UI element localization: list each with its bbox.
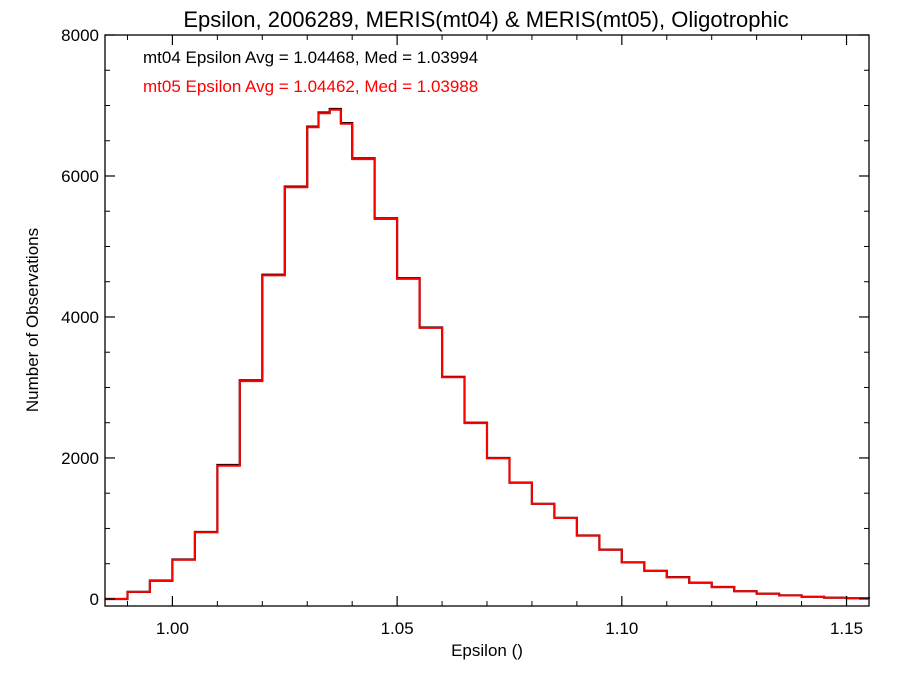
annotation-mt04: mt04 Epsilon Avg = 1.04468, Med = 1.0399…	[143, 48, 478, 67]
y-ticks: 0 2000 4000 6000 8000	[61, 26, 869, 609]
y-tick-label: 0	[90, 590, 99, 609]
y-axis-label: Number of Observations	[23, 228, 42, 412]
y-tick-label: 8000	[61, 26, 99, 45]
chart-title: Epsilon, 2006289, MERIS(mt04) & MERIS(mt…	[183, 7, 788, 32]
series-line-1	[105, 108, 870, 600]
y-tick-label: 4000	[61, 308, 99, 327]
y-tick-label: 6000	[61, 167, 99, 186]
x-axis-label: Epsilon ()	[451, 641, 523, 660]
x-ticks: 1.00 1.05 1.10 1.15	[126, 35, 863, 638]
y-tick-label: 2000	[61, 449, 99, 468]
series-layer	[105, 107, 871, 601]
x-tick-label: 1.05	[381, 619, 414, 638]
x-tick-label: 1.15	[830, 619, 863, 638]
x-tick-label: 1.10	[605, 619, 638, 638]
annotation-mt05: mt05 Epsilon Avg = 1.04462, Med = 1.0398…	[143, 77, 478, 96]
x-tick-label: 1.00	[156, 619, 189, 638]
